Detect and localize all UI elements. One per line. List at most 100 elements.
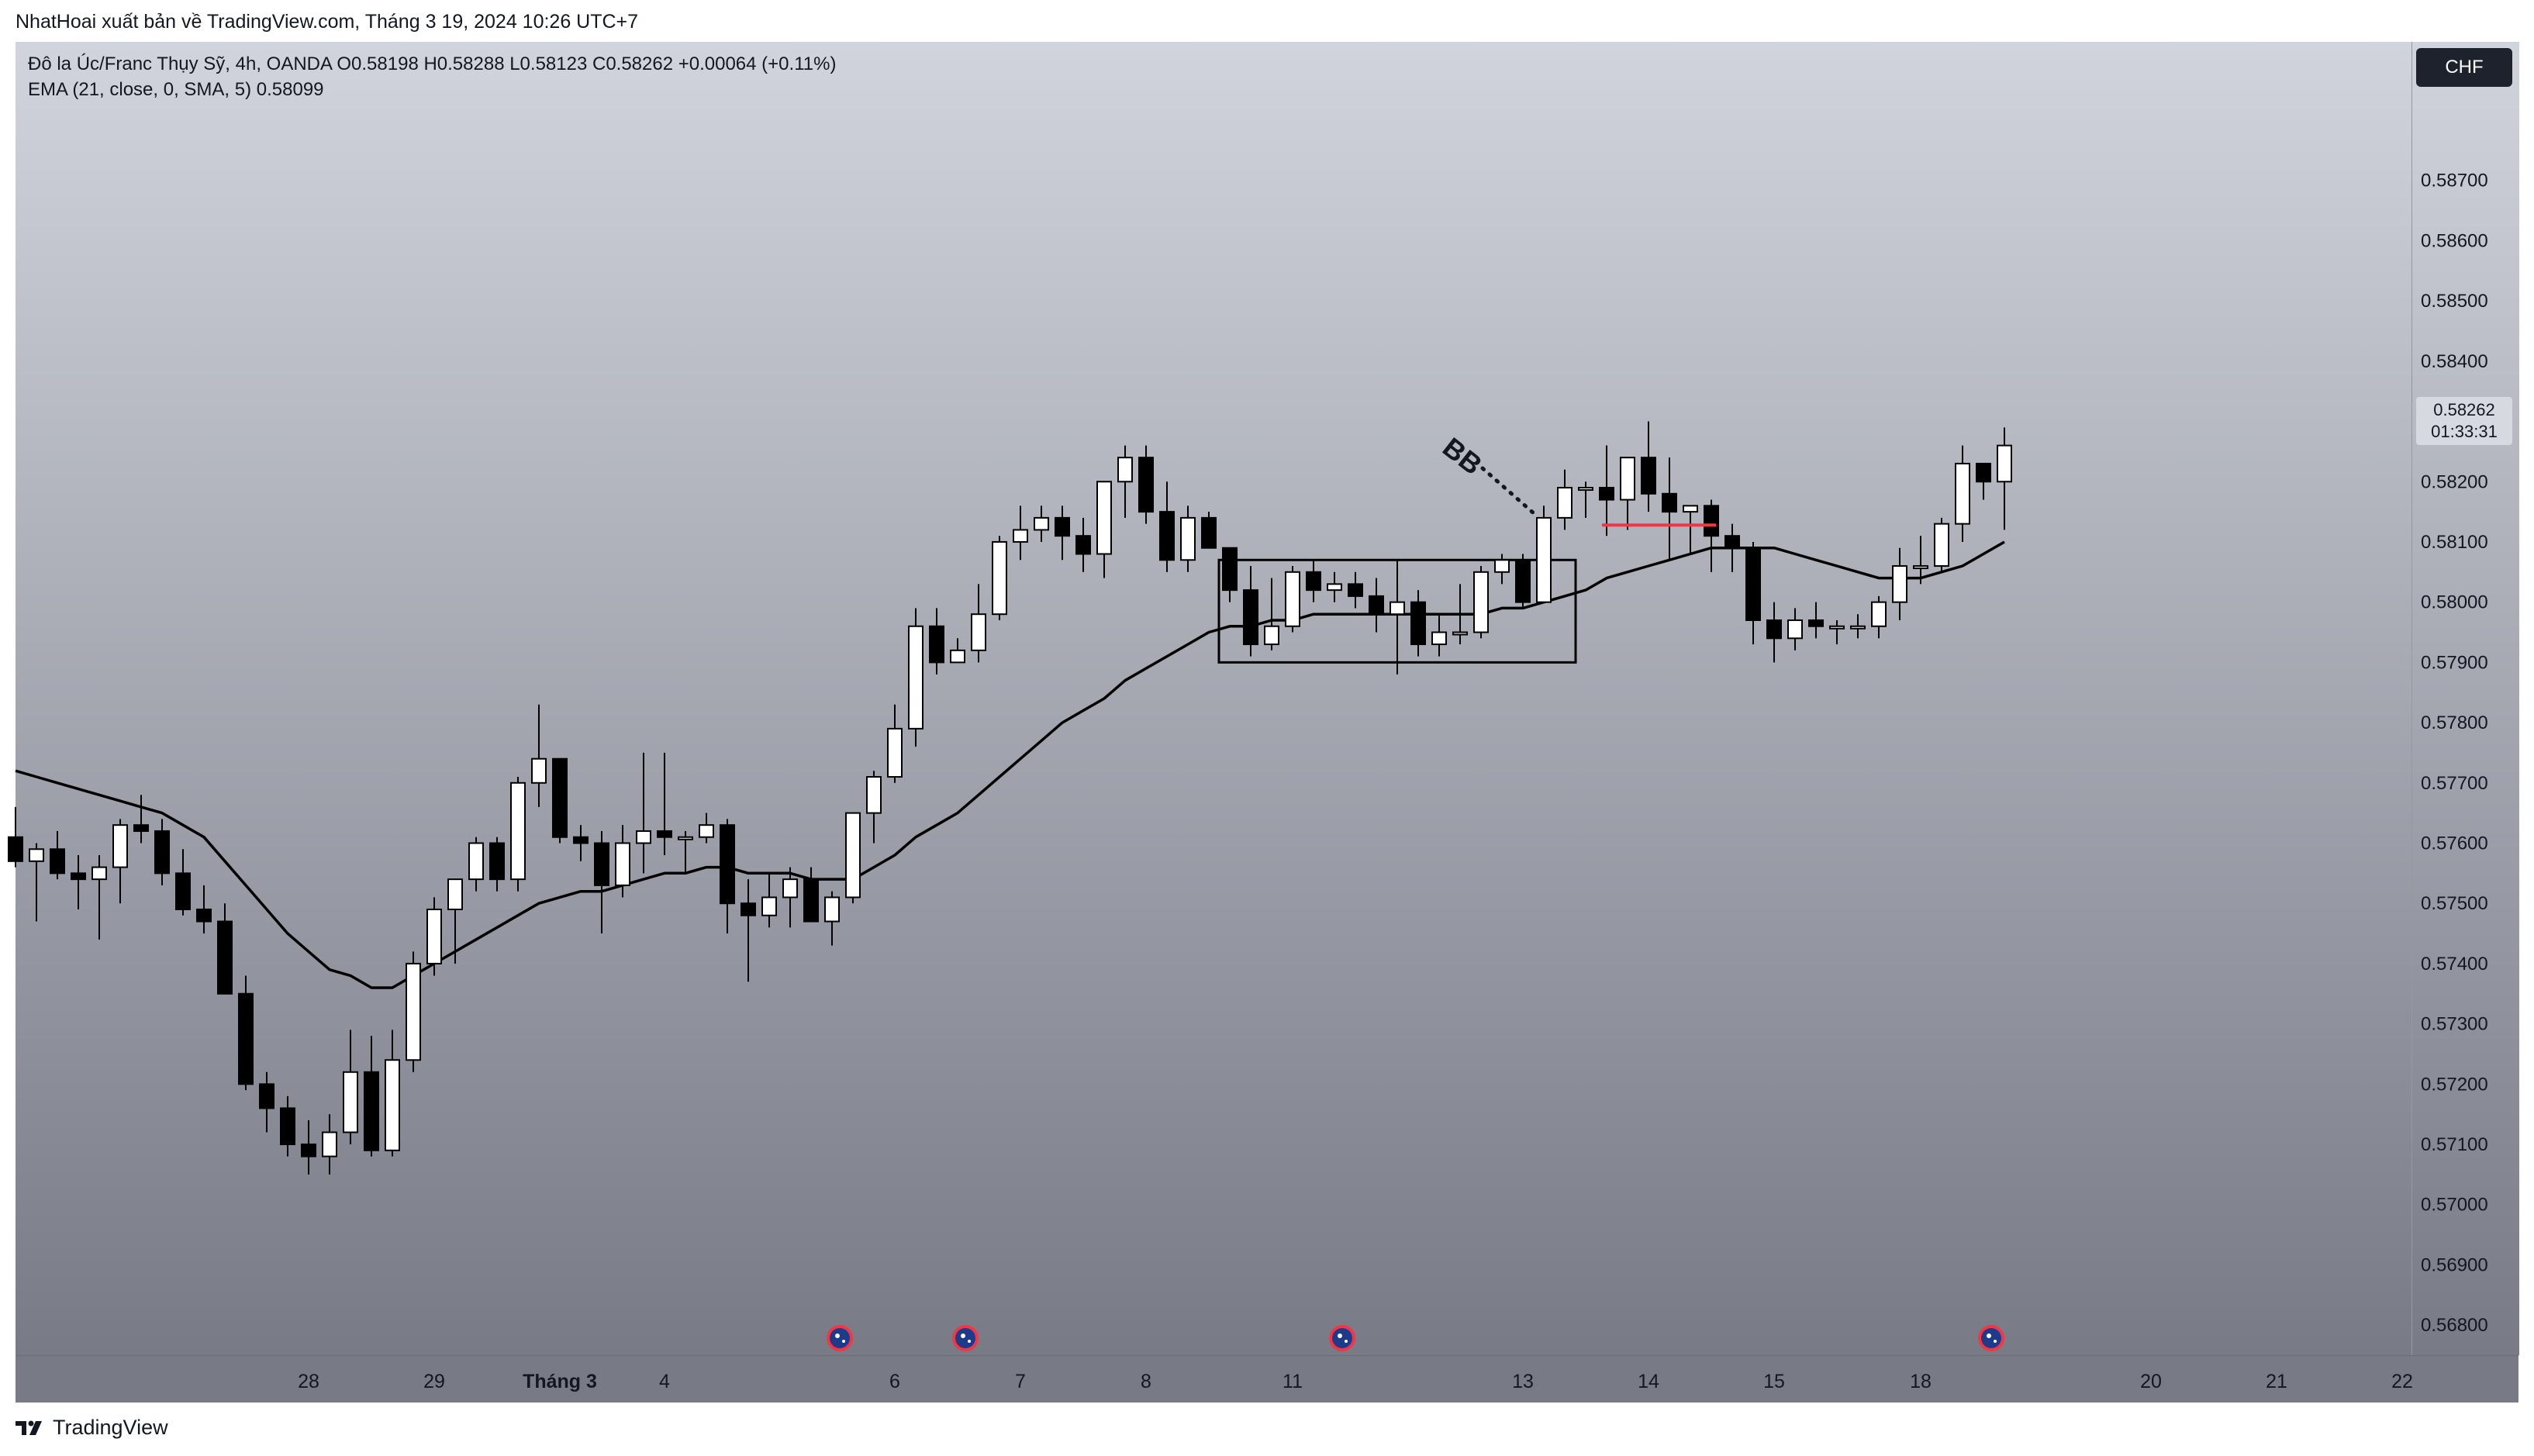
candle [1494, 554, 1510, 585]
ema-legend[interactable]: EMA (21, close, 0, SMA, 5) 0.58099 [28, 79, 324, 100]
event-flag-icon[interactable] [827, 1325, 853, 1351]
candle-body [1515, 559, 1531, 603]
candle [845, 812, 861, 904]
price-tick-label: 0.57900 [2421, 652, 2488, 673]
candle-body [510, 781, 526, 881]
candle [803, 867, 819, 923]
price-tick-label: 0.57700 [2421, 773, 2488, 794]
event-flag-icon[interactable] [952, 1325, 979, 1351]
candle-body [824, 896, 840, 923]
price-tick-label: 0.57400 [2421, 954, 2488, 975]
candle [1662, 457, 1677, 561]
candle [1264, 578, 1279, 650]
candle [1997, 427, 2012, 530]
event-icon-star [968, 1340, 971, 1343]
candle [154, 819, 170, 885]
price-tick-label: 0.57500 [2421, 893, 2488, 914]
candle [1620, 457, 1635, 530]
event-icon-star [1987, 1334, 1991, 1338]
candle-body [657, 830, 672, 838]
price-tick-label: 0.57800 [2421, 712, 2488, 733]
candle-body [803, 878, 819, 923]
candle-body [971, 613, 986, 651]
candle-body [468, 842, 484, 881]
ema-group [15, 540, 2005, 989]
candle [657, 752, 672, 856]
time-tick-label: 22 [2391, 1371, 2413, 1392]
candle [1808, 602, 1824, 639]
event-icon-star [1994, 1340, 1997, 1343]
candle-body [1578, 487, 1593, 492]
candle-body [217, 920, 233, 995]
candle [1913, 536, 1928, 585]
chart-area[interactable] [16, 42, 2411, 1355]
candle-body [301, 1144, 316, 1158]
candle [196, 885, 212, 934]
candle [1180, 505, 1196, 572]
candle-body [322, 1131, 337, 1158]
candle [1473, 566, 1489, 639]
candle [761, 873, 777, 928]
candle-body [364, 1071, 379, 1151]
candle-body [50, 848, 65, 875]
candle-body [1201, 516, 1217, 549]
candle [1578, 481, 1593, 518]
candle-body [699, 824, 714, 838]
candle-body [280, 1107, 295, 1146]
price-tick-label: 0.58700 [2421, 171, 2488, 191]
time-tick-label: 4 [659, 1371, 670, 1392]
candle [866, 771, 882, 844]
candle-body [1285, 571, 1300, 627]
event-icon-core [1332, 1328, 1352, 1348]
candle [1892, 547, 1907, 620]
price-tick-label: 0.56900 [2421, 1254, 2488, 1275]
candle [992, 536, 1007, 620]
candle [971, 584, 986, 663]
price-tick-label: 0.58200 [2421, 471, 2488, 492]
bb-dotted-arrow [1480, 466, 1536, 516]
time-tick-label: 14 [1638, 1371, 1659, 1392]
last-price-value: 0.58262 [2433, 400, 2495, 419]
time-tick-label: 18 [1910, 1371, 1932, 1392]
candle-body [426, 908, 442, 964]
candle-body [343, 1071, 358, 1133]
time-tick-label: Tháng 3 [523, 1371, 597, 1392]
time-axis[interactable] [16, 1355, 2518, 1403]
event-markers-group [827, 1325, 2004, 1351]
event-icon-star [1338, 1334, 1342, 1338]
symbol-legend[interactable]: Đô la Úc/Franc Thụy Sỹ, 4h, OANDA O0.581… [28, 53, 837, 74]
candle-body [1180, 516, 1196, 561]
candle-body [1871, 601, 1887, 627]
candle [678, 830, 693, 874]
candles-group [8, 421, 2012, 1175]
candle [238, 975, 254, 1091]
currency-badge[interactable]: CHF [2416, 48, 2512, 87]
candle-body [636, 830, 651, 844]
price-tick-label: 0.58600 [2421, 230, 2488, 251]
candle-body [406, 962, 421, 1061]
time-tick-label: 7 [1015, 1371, 1026, 1392]
candle-body [91, 866, 107, 881]
event-flag-icon[interactable] [1329, 1325, 1355, 1351]
candle [1683, 505, 1698, 554]
candle [1390, 560, 1405, 675]
candle [552, 757, 568, 844]
candle-body [1787, 619, 1803, 640]
time-tick-label: 13 [1512, 1371, 1534, 1392]
candle-body [1327, 583, 1342, 592]
event-flag-icon[interactable] [1978, 1325, 2004, 1351]
event-icon-star [842, 1340, 845, 1343]
candle-body [1766, 619, 1782, 640]
candle-body [720, 824, 735, 905]
candle-body [1348, 583, 1363, 597]
candle [1201, 512, 1217, 549]
event-icon-core [955, 1328, 975, 1348]
candle [468, 837, 484, 892]
candle-body [385, 1059, 400, 1151]
candle-body [1850, 625, 1866, 630]
price-axis[interactable] [2411, 42, 2519, 1355]
candle-body [531, 757, 547, 784]
time-tick-label: 29 [423, 1371, 445, 1392]
footer[interactable]: TradingView [16, 1416, 168, 1440]
candle-body [1243, 589, 1258, 646]
